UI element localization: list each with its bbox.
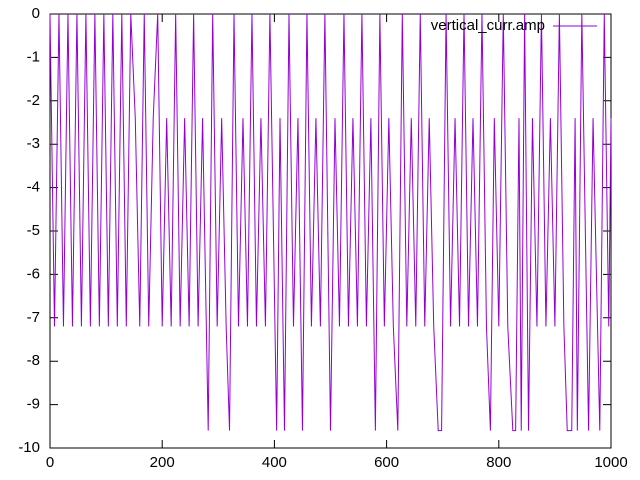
y-tick-label: -6 xyxy=(27,265,40,282)
x-tick-label: 0 xyxy=(46,454,54,471)
y-tick-label: -3 xyxy=(27,135,40,152)
y-tick-label: -1 xyxy=(27,48,40,65)
y-tick-label: -7 xyxy=(27,309,40,326)
y-tick-label: -4 xyxy=(27,179,40,196)
y-tick-label: -5 xyxy=(27,222,40,239)
y-tick-label: -2 xyxy=(27,92,40,109)
series-line xyxy=(49,13,612,432)
legend-label: vertical_curr.amp xyxy=(431,17,545,34)
y-tick-label: 0 xyxy=(32,5,40,22)
y-tick-label: -9 xyxy=(27,396,40,413)
x-tick-label: 400 xyxy=(262,454,287,471)
y-tick-label: -8 xyxy=(27,352,40,369)
x-tick-label: 200 xyxy=(150,454,175,471)
x-tick-label: 1000 xyxy=(594,454,627,471)
x-tick-label: 800 xyxy=(486,454,511,471)
y-tick-label: -10 xyxy=(18,439,40,456)
x-tick-label: 600 xyxy=(374,454,399,471)
